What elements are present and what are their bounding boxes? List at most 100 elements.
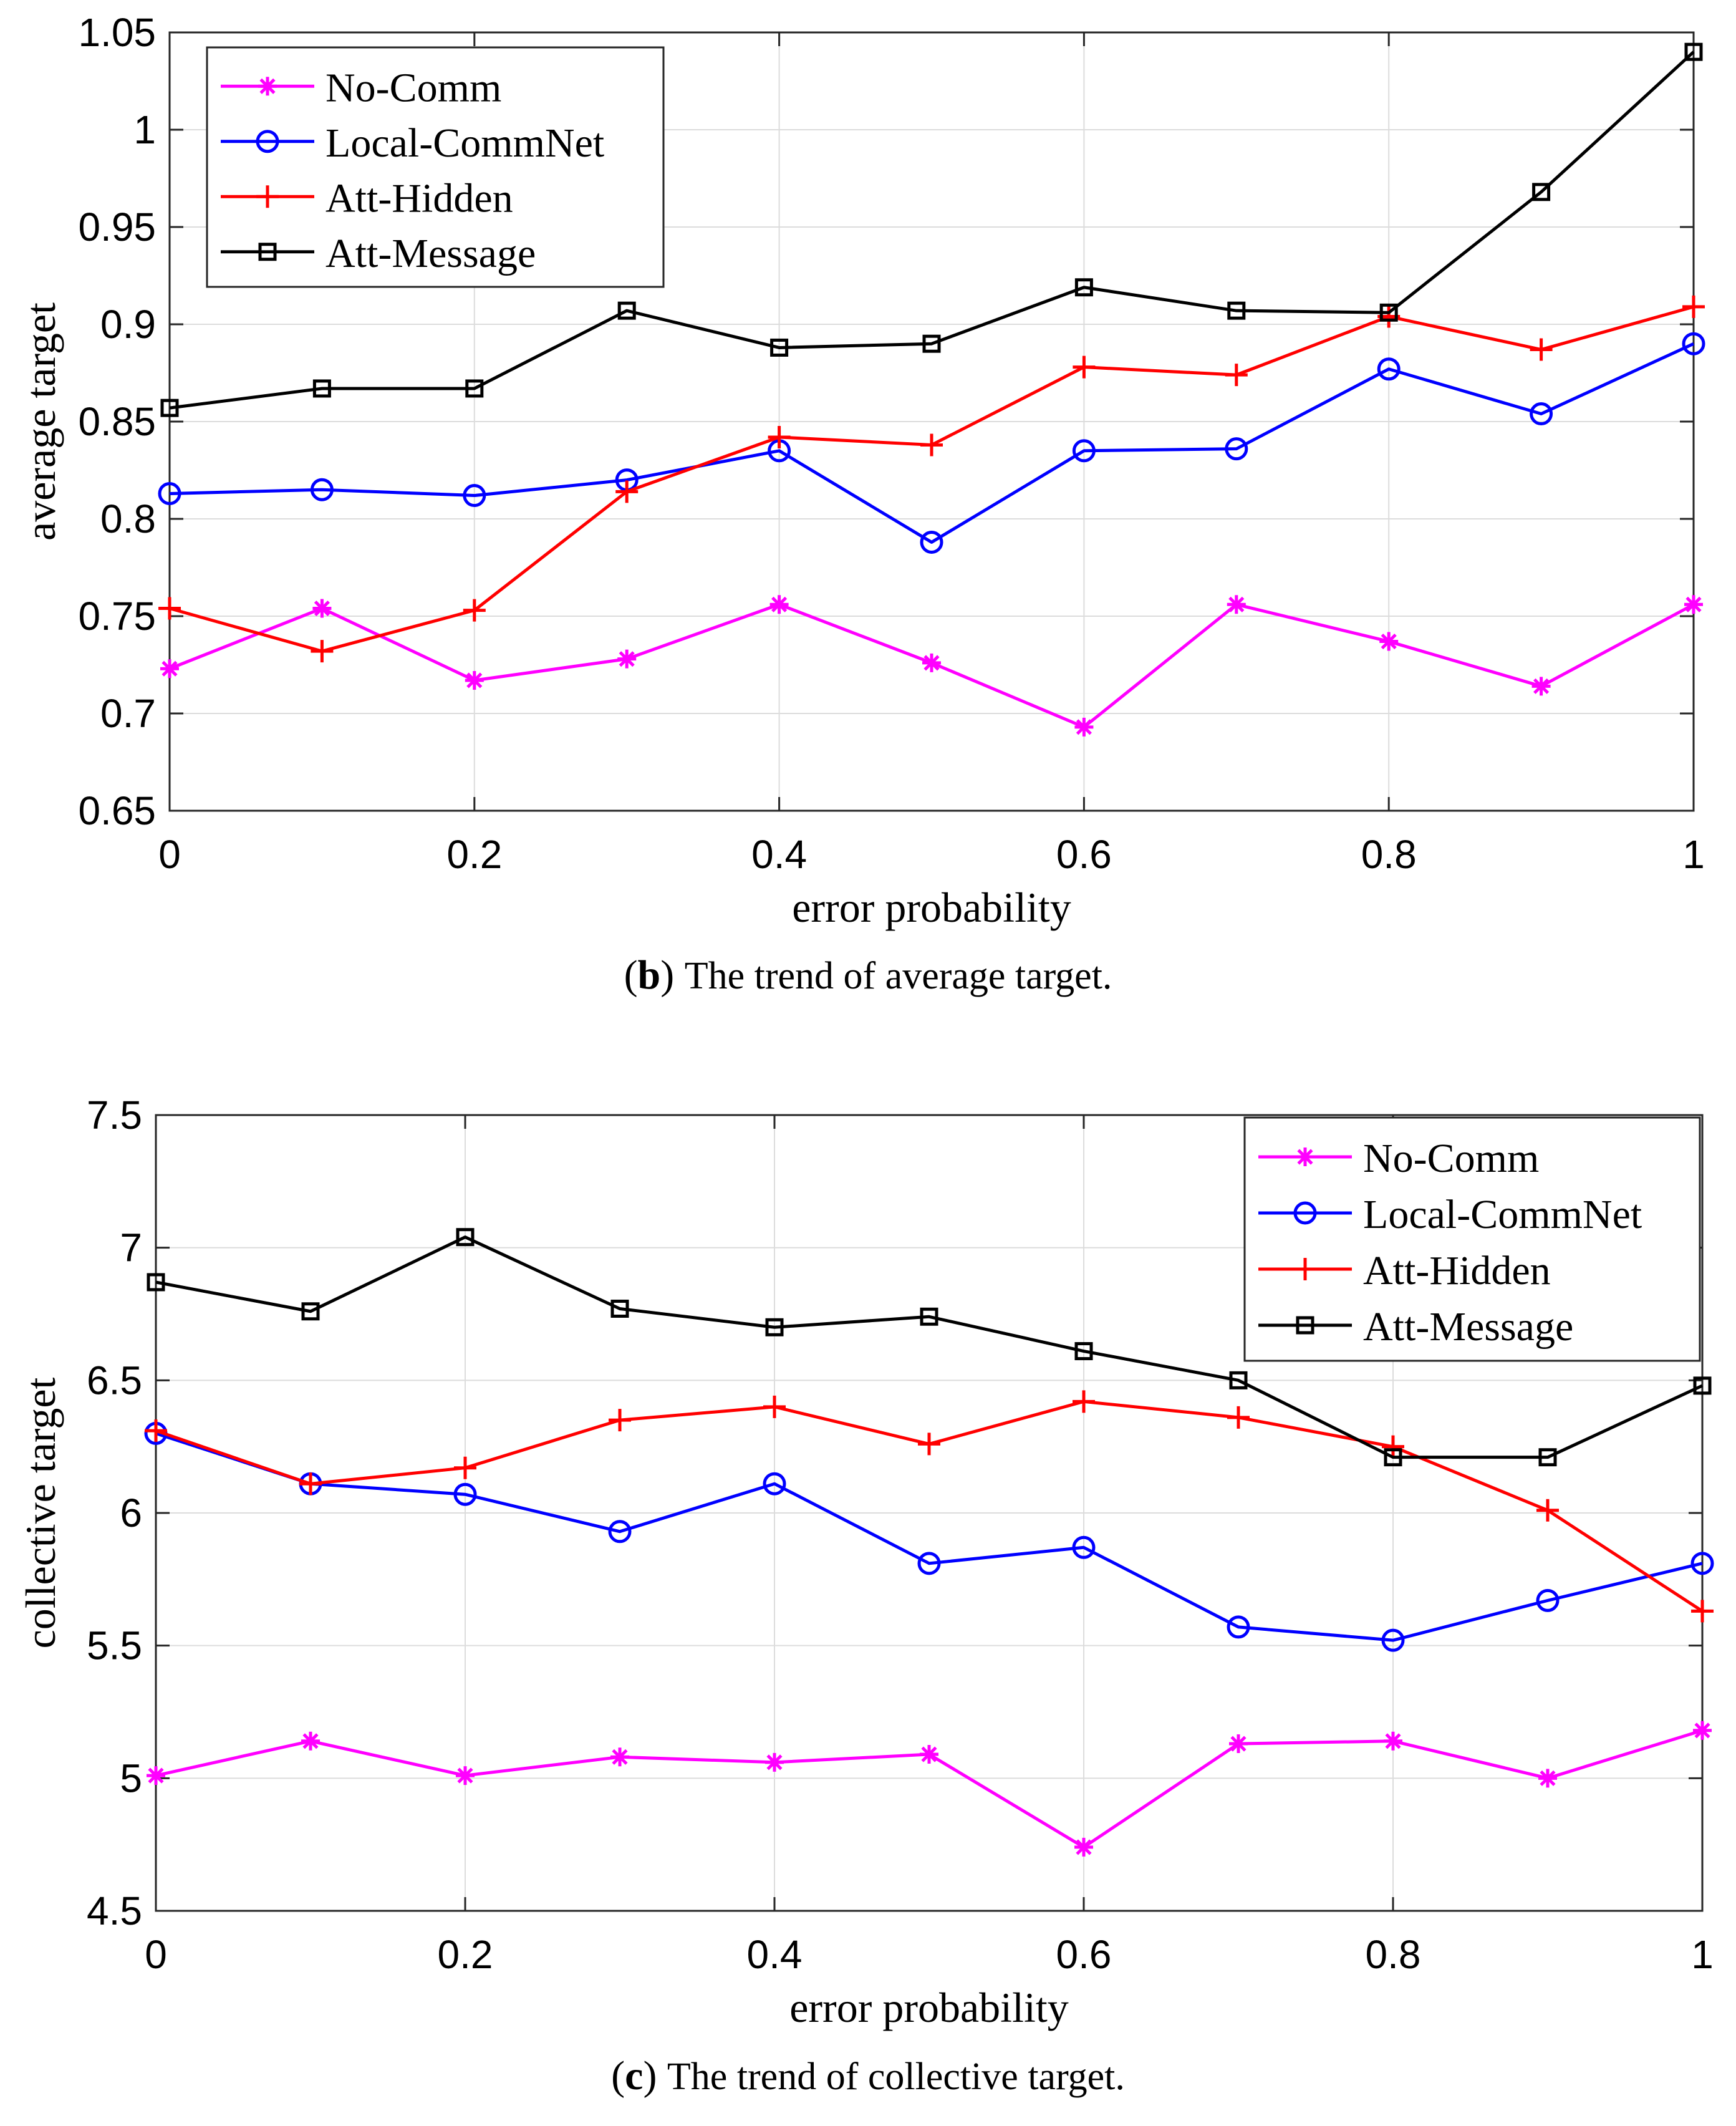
data-point-att-hidden [463,599,486,622]
data-point-no-comm [922,653,941,672]
data-point-att-hidden [1382,1435,1404,1458]
data-point-att-hidden [615,480,639,503]
data-point-local-commnet [1377,357,1401,381]
y-tick-label: 1 [133,107,156,152]
data-point-att-message [610,1299,629,1318]
series-no-comm [160,595,1703,737]
y-tick-label: 6.5 [87,1358,142,1403]
legend-label-no-comm: No-Comm [326,65,501,110]
data-point-att-hidden [1682,295,1705,318]
data-point-att-hidden [1530,338,1553,361]
x-axis-label: error probability [789,1984,1069,2031]
x-tick-label: 1 [1682,832,1705,877]
series-att-message [147,1228,1712,1467]
data-point-no-comm [465,670,484,690]
data-point-att-hidden [1536,1499,1559,1522]
y-tick-label: 4.5 [87,1888,142,1933]
data-point-att-message [770,338,789,357]
data-point-att-message [617,301,636,320]
data-point-att-hidden [299,1472,322,1495]
legend-label-local-commnet: Local-CommNet [1363,1192,1642,1237]
data-point-local-commnet [1682,332,1705,355]
data-point-no-comm [1538,1769,1557,1788]
data-point-att-message [147,1273,165,1292]
data-point-no-comm [1229,1734,1248,1754]
y-tick-label: 0.65 [78,788,156,833]
x-tick-label: 0.8 [1366,1932,1421,1977]
data-point-att-message [301,1302,320,1321]
data-point-att-hidden [1073,355,1096,379]
data-point-att-hidden [311,640,334,663]
series-att-hidden [145,1390,1714,1623]
x-tick-label: 0.6 [1056,1932,1112,1977]
data-point-no-comm [1384,1731,1402,1751]
legend-marker-no-comm [1296,1148,1314,1166]
data-point-no-comm [765,1752,784,1772]
caption-paren: ) [660,952,684,998]
y-tick-label: 5 [120,1756,142,1800]
figure-caption: (c) The trend of collective target. [611,2053,1125,2099]
data-point-att-message [1074,1342,1093,1361]
data-point-att-message [312,379,331,398]
series-line-local-commnet [155,1432,1703,1642]
x-tick-label: 0.2 [446,832,502,877]
y-tick-label: 5.5 [87,1623,142,1668]
data-point-att-hidden [1073,1390,1095,1413]
data-point-no-comm [920,1745,938,1764]
legend-marker-local-commnet [1293,1201,1317,1225]
data-point-att-hidden [920,433,943,457]
data-point-no-comm [610,1747,629,1767]
y-axis-label: collective target [17,1377,64,1648]
data-point-no-comm [1379,632,1399,651]
y-tick-label: 0.8 [100,496,156,541]
data-point-no-comm [769,595,789,614]
legend: No-Comm Local-CommNet Att-Hidden Att-Messag… [1243,1116,1701,1362]
data-point-local-commnet [920,530,943,554]
caption-text: The trend of average target. [685,955,1112,997]
panel-average-target: 0 0.2 0.4 0.6 0.8 1 0.65 0.7 0.75 0.8 0.85 0.9 0.95 1… [17,10,1705,998]
legend-marker-local-commnet [256,130,279,153]
data-point-att-message [765,1318,784,1336]
y-axis-label: average target [17,302,64,541]
y-tick-label: 0.75 [78,594,156,639]
data-point-local-commnet [608,1520,632,1544]
y-tick-label: 7.5 [87,1093,142,1138]
y-tick-label: 0.95 [78,205,156,249]
data-point-att-hidden [609,1409,631,1432]
x-tick-label: 0.2 [438,1932,493,1977]
caption-text: The trend of collective target. [667,2056,1125,2098]
data-point-no-comm [1684,595,1703,614]
series-att-hidden [158,295,1705,663]
legend-label-att-hidden: Att-Hidden [1363,1248,1551,1293]
y-tick-label: 0.85 [78,399,156,444]
x-tick-label: 1 [1691,1932,1714,1977]
data-point-no-comm [301,1731,320,1751]
data-point-att-message [1538,1448,1557,1467]
data-point-local-commnet [1225,437,1248,461]
data-point-no-comm [617,649,637,669]
data-point-att-hidden [768,425,791,448]
data-point-no-comm [1074,1837,1093,1857]
x-axis-label: error probability [792,884,1071,931]
x-tick-label: 0.8 [1361,832,1417,877]
legend: No-Comm Local-CommNet Att-Hidden Att-Messag… [206,46,665,288]
panel-collective-target: 0 0.2 0.4 0.6 0.8 1 4.5 5 5.5 6 6.5 7 7.5 error proba… [17,1093,1714,2099]
data-point-local-commnet [763,1472,786,1495]
caption-paren: ) [643,2053,667,2099]
legend-label-att-message: Att-Message [1363,1304,1573,1350]
tick-labels: 0 0.2 0.4 0.6 0.8 1 4.5 5 5.5 6 6.5 7 7.5 [87,1093,1714,1977]
data-point-att-hidden [454,1456,476,1479]
data-point-no-comm [1227,595,1246,614]
data-point-att-hidden [1227,1406,1250,1429]
data-point-local-commnet [463,484,486,508]
series-line-att-message [155,1235,1704,1459]
x-tick-label: 0.4 [747,1932,803,1977]
data-point-local-commnet [1072,1535,1096,1559]
data-point-att-message [922,334,941,353]
y-tick-label: 6 [120,1491,142,1535]
data-point-no-comm [312,599,332,618]
data-point-att-hidden [1225,364,1248,387]
data-point-local-commnet [1690,1552,1714,1575]
series-line-local-commnet [169,342,1695,544]
